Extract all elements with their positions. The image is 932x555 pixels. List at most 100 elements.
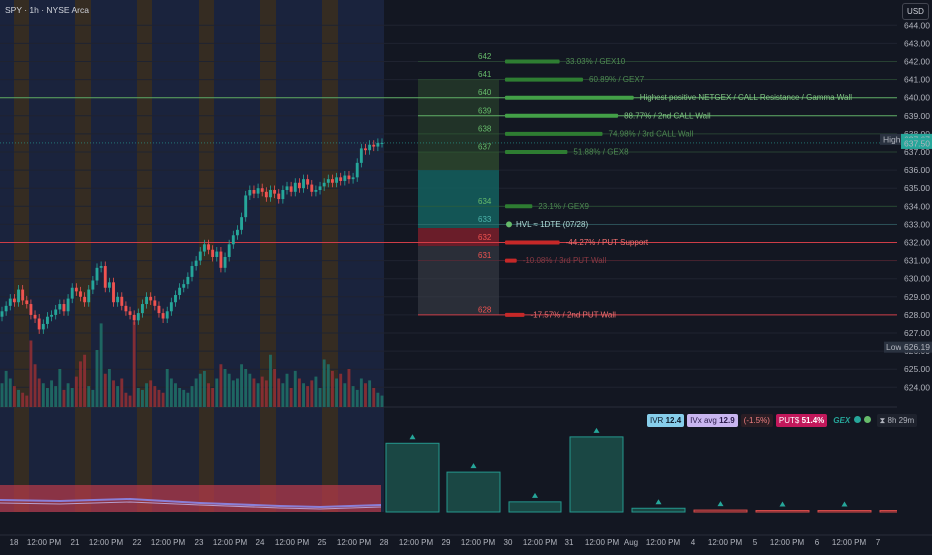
volume-bar	[380, 395, 384, 407]
volume-bar	[240, 364, 244, 407]
up-arrow-icon	[593, 427, 600, 433]
candle	[70, 287, 74, 299]
iv-line	[0, 497, 382, 509]
candle	[136, 313, 140, 321]
volume-bar	[207, 383, 210, 407]
volume-bar	[364, 383, 367, 407]
price-axis-tick: 634.00	[904, 201, 930, 211]
time-axis-label: 21	[71, 538, 80, 547]
price-axis-tick: 633.00	[904, 219, 930, 229]
candle	[87, 289, 91, 303]
up-arrow-icon	[470, 463, 477, 469]
zone-call	[418, 152, 499, 171]
price-axis-tick: 641.00	[904, 75, 930, 85]
candle	[269, 190, 272, 198]
candle	[161, 313, 165, 319]
volume-bar	[50, 380, 54, 407]
gex-level-text: -44.27% / PUT Support	[566, 238, 649, 247]
ivr-label: IVR	[650, 416, 664, 425]
volume-bar	[215, 378, 219, 407]
volume-bar	[285, 373, 289, 407]
volume-bar	[140, 389, 144, 407]
currency-button[interactable]: USD	[902, 3, 929, 20]
volume-bar	[66, 383, 70, 407]
candle	[198, 251, 202, 261]
candle	[372, 144, 376, 147]
volume-bar	[314, 376, 318, 407]
volume-bar	[25, 395, 29, 407]
low-label: Low	[886, 342, 902, 352]
volume-bar	[178, 388, 182, 407]
hvl-text: HVL ≈ 1DTE (07/28)	[516, 220, 588, 229]
volume-bar	[145, 383, 149, 407]
candle	[79, 291, 82, 297]
candle	[174, 294, 177, 303]
ivx-tag: IVx avg 12.9	[687, 414, 738, 427]
volume-bar	[335, 378, 339, 407]
gex-histogram-bar	[693, 509, 748, 513]
time-axis-label: Aug	[624, 538, 638, 547]
volume-bar	[87, 386, 91, 407]
symbol-label[interactable]: SPY · 1h · NYSE Arca	[5, 5, 89, 15]
gex-histogram-bar	[569, 436, 624, 513]
ivr-value: 12.4	[665, 416, 682, 425]
volume-bar	[45, 388, 49, 407]
time-axis-label: 12:00 PM	[461, 538, 496, 547]
price-axis-tick: 642.00	[904, 57, 930, 67]
candle	[186, 276, 190, 285]
candle	[335, 177, 339, 183]
up-arrow-icon	[841, 501, 848, 507]
gex-level-text: 23.1% / GEX9	[538, 202, 589, 211]
candle	[91, 280, 95, 290]
time-axis-label: 12:00 PM	[399, 538, 434, 547]
gex-strike-label: 639	[478, 106, 492, 115]
candle	[41, 323, 45, 330]
volume-bar	[165, 369, 169, 407]
volume-bar	[306, 386, 310, 407]
volume-bar	[281, 383, 285, 407]
time-axis-label: 12:00 PM	[151, 538, 186, 547]
volume-bar	[41, 383, 45, 407]
volume-bar	[343, 383, 347, 407]
gex-histogram-bar	[817, 510, 872, 513]
gex-tag: GEX	[830, 414, 873, 427]
volume-bar	[347, 369, 351, 407]
volume-bar	[359, 378, 363, 407]
session-band	[199, 0, 214, 512]
candle	[50, 314, 54, 317]
volume-bar	[297, 378, 301, 407]
time-axis-label: 30	[504, 538, 513, 547]
volume-bar	[273, 369, 277, 407]
gamma-zone	[418, 79, 499, 315]
volume-bar	[310, 380, 314, 407]
candle	[223, 256, 227, 268]
candle	[37, 318, 41, 330]
candle	[0, 311, 4, 317]
candle	[207, 244, 210, 250]
price-axis-tick: 629.00	[904, 292, 930, 302]
low-value-bg	[901, 341, 932, 353]
time-axis-label: 22	[133, 538, 142, 547]
candle	[145, 296, 149, 305]
time-axis-label: 4	[691, 538, 696, 547]
candle	[277, 193, 281, 200]
volume-bar	[4, 370, 8, 407]
volume-bar	[289, 388, 293, 407]
last-price-bg	[901, 137, 932, 149]
volume-bar	[351, 386, 355, 407]
gex-level-bar	[505, 59, 560, 64]
candle	[169, 302, 173, 312]
low-value: 626.19	[904, 342, 930, 352]
ivx-value: 12.9	[719, 416, 735, 425]
candle	[182, 284, 186, 288]
candle	[376, 142, 380, 147]
price-axis-tick: 644.00	[904, 20, 930, 30]
session-band	[75, 0, 91, 512]
gex-level-text: Highest positive NETGEX / CALL Resistanc…	[640, 93, 853, 102]
session-band	[0, 0, 14, 512]
volume-bar	[186, 392, 190, 407]
time-axis-label: 12:00 PM	[275, 538, 310, 547]
volume-bar	[260, 376, 264, 407]
